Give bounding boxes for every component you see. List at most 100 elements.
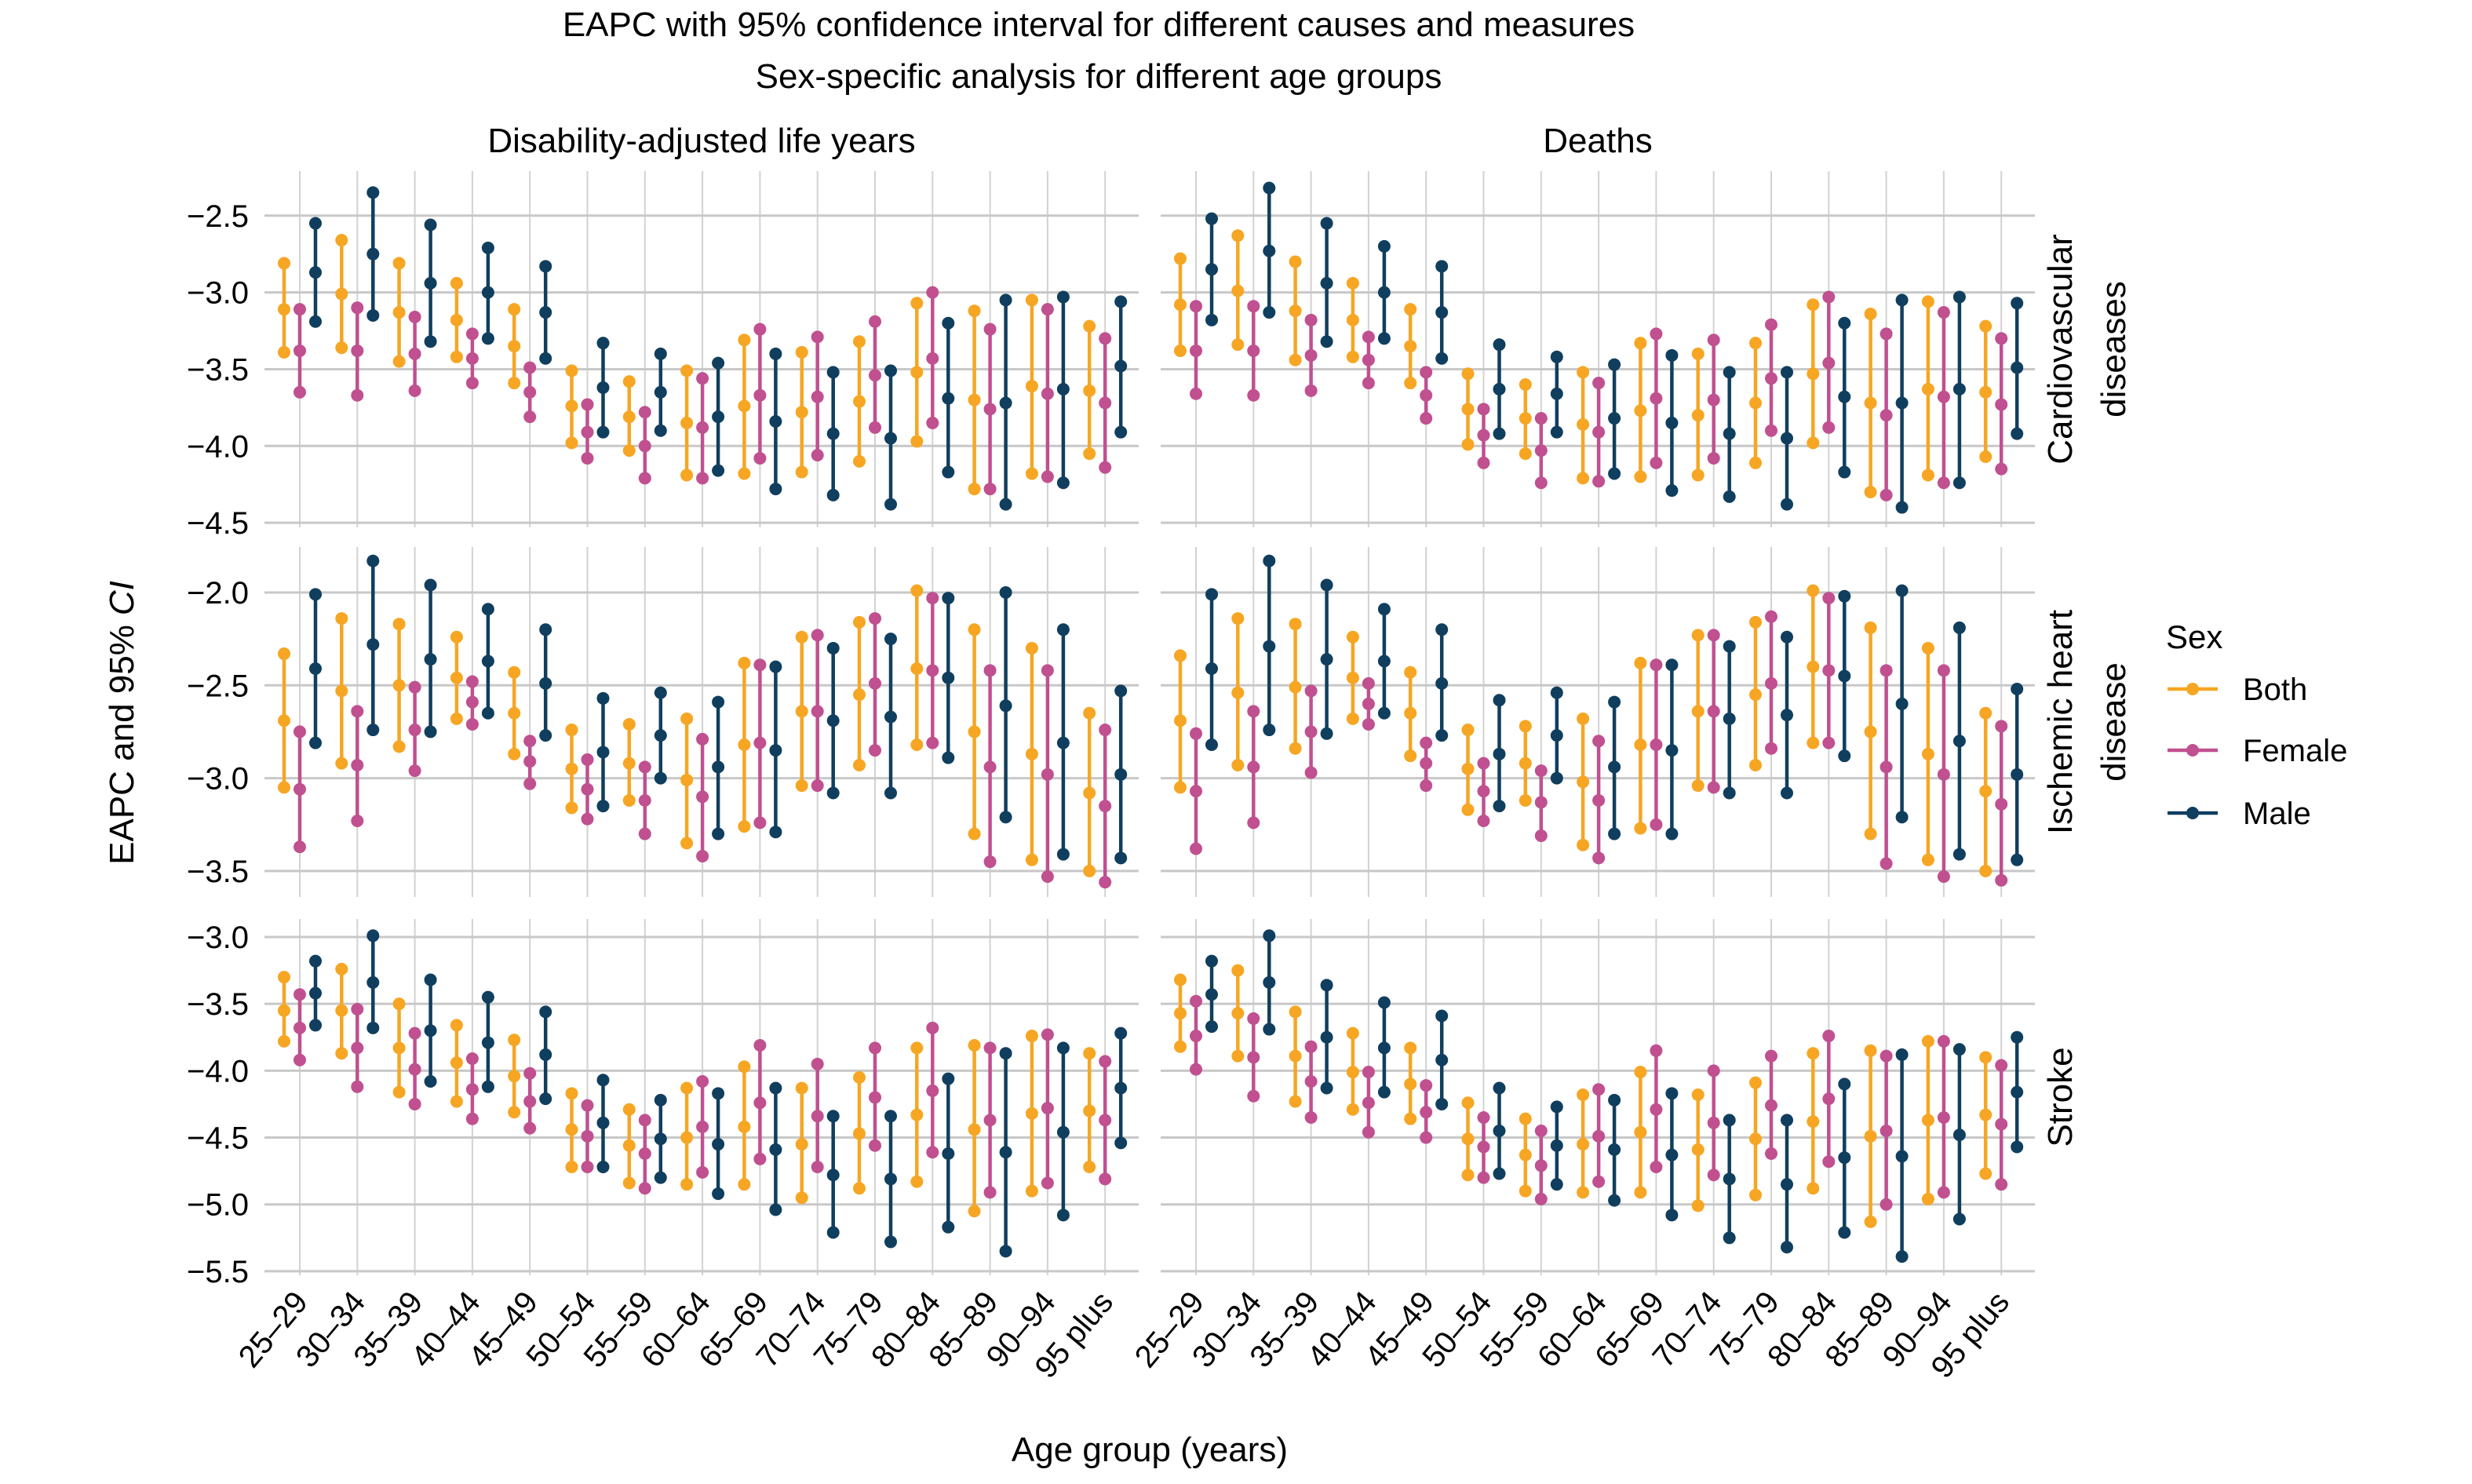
ci-lower-point — [1519, 1184, 1532, 1198]
ci-lower-point — [1864, 485, 1877, 498]
ci-lower-point — [753, 816, 767, 830]
ci-lower-point — [335, 341, 348, 355]
ci-upper-point — [942, 592, 955, 605]
ci-lower-point — [351, 388, 364, 402]
ci-lower-point — [351, 814, 364, 827]
estimate-point — [408, 1063, 421, 1076]
estimate-point — [1304, 725, 1318, 738]
ci-upper-point — [523, 735, 537, 748]
ci-lower-point — [1880, 857, 1893, 870]
ci-upper-point — [1979, 1051, 1993, 1064]
estimate-point — [335, 684, 348, 698]
ci-upper-point — [942, 1072, 955, 1085]
estimate-point — [1650, 392, 1663, 405]
ci-lower-point — [408, 384, 421, 397]
ci-upper-point — [424, 973, 437, 986]
estimate-point — [1707, 705, 1720, 718]
estimate-point — [1320, 1030, 1333, 1044]
ci-upper-point — [1263, 554, 1276, 567]
ci-upper-point — [1995, 332, 2008, 345]
ci-lower-point — [1608, 827, 1621, 840]
ci-upper-point — [1377, 239, 1391, 253]
ci-lower-point — [424, 1074, 437, 1088]
ci-upper-point — [1765, 318, 1777, 331]
ci-lower-point — [1174, 781, 1187, 794]
ci-upper-point — [1952, 290, 1966, 304]
estimate-point — [1781, 709, 1793, 722]
ci-lower-point — [696, 1165, 709, 1179]
estimate-point — [1864, 1129, 1877, 1143]
ci-upper-point — [1838, 1077, 1851, 1091]
estimate-point — [539, 676, 552, 690]
ci-lower-point — [596, 425, 610, 439]
ci-upper-point — [942, 316, 955, 330]
ci-upper-point — [1665, 348, 1679, 362]
estimate-point — [1205, 662, 1218, 675]
ci-upper-point — [1099, 1055, 1112, 1068]
ci-lower-point — [1937, 870, 1950, 883]
ci-upper-point — [968, 623, 981, 636]
estimate-point — [1025, 747, 1038, 760]
ci-upper-point — [1665, 1087, 1679, 1100]
ci-lower-point — [1231, 1049, 1245, 1063]
estimate-point — [2011, 361, 2024, 374]
y-tick-label: −3.5 — [187, 352, 249, 387]
ci-lower-point — [983, 483, 997, 496]
series-female — [294, 286, 1112, 496]
estimate-point — [1247, 760, 1260, 774]
ci-lower-point — [811, 1161, 824, 1174]
ci-lower-point — [1461, 438, 1475, 451]
estimate-point — [753, 736, 767, 749]
series-both — [1174, 229, 1993, 498]
ci-lower-point — [1174, 344, 1187, 357]
estimate-point — [1519, 757, 1532, 770]
estimate-point — [1083, 786, 1096, 800]
estimate-point — [1749, 688, 1762, 702]
estimate-point — [450, 1056, 463, 1070]
ci-upper-point — [539, 623, 552, 636]
ci-upper-point — [712, 356, 725, 370]
ci-upper-point — [795, 630, 808, 644]
ci-lower-point — [910, 1175, 924, 1188]
ci-lower-point — [539, 1092, 552, 1106]
estimate-point — [1420, 757, 1433, 770]
estimate-point — [1205, 988, 1218, 1001]
ci-lower-point — [680, 469, 694, 482]
ci-upper-point — [1807, 1047, 1820, 1060]
panel-row1-col0: −2.0 −2.5 −3.0 −3.5 — [187, 547, 1139, 897]
ci-upper-point — [1895, 584, 1909, 597]
ci-upper-point — [1921, 1034, 1934, 1048]
ci-lower-point — [1592, 475, 1606, 488]
ci-upper-point — [1781, 630, 1793, 644]
ci-lower-point — [1577, 1186, 1590, 1199]
ci-lower-point — [1952, 848, 1966, 861]
estimate-point — [1377, 654, 1391, 668]
y-tick-label: −2.0 — [187, 576, 249, 611]
estimate-point — [1952, 1128, 1966, 1142]
estimate-point — [2011, 1085, 2024, 1099]
ci-lower-point — [1838, 749, 1851, 763]
estimate-point — [408, 347, 421, 360]
ci-upper-point — [294, 988, 306, 1001]
ci-upper-point — [1205, 588, 1218, 601]
ci-upper-point — [481, 241, 494, 254]
ci-lower-point — [1041, 470, 1054, 483]
ci-upper-point — [1864, 307, 1877, 320]
ci-upper-point — [811, 1057, 824, 1070]
ci-upper-point — [1041, 1028, 1054, 1041]
estimate-point — [1822, 356, 1836, 370]
ci-lower-point — [1822, 736, 1836, 749]
ci-lower-point — [1461, 1169, 1475, 1182]
ci-lower-point — [1477, 814, 1490, 827]
ci-upper-point — [1765, 1049, 1777, 1063]
ci-upper-point — [1304, 1040, 1318, 1053]
estimate-point — [811, 1110, 824, 1123]
ci-lower-point — [1377, 332, 1391, 345]
ci-upper-point — [1534, 412, 1548, 425]
ci-upper-point — [795, 1081, 808, 1095]
ci-upper-point — [508, 1034, 521, 1047]
ci-upper-point — [1880, 664, 1893, 677]
ci-upper-point — [294, 303, 306, 316]
ci-lower-point — [1493, 800, 1506, 813]
ci-upper-point — [983, 1041, 997, 1055]
